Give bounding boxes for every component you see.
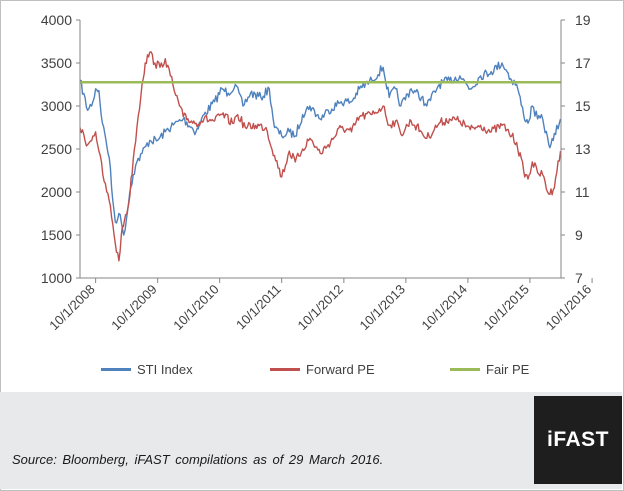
x-tick-label: 10/1/2013 <box>356 282 408 334</box>
x-tick-label: 10/1/2011 <box>233 282 284 333</box>
y-right-tick-label: 9 <box>575 227 583 243</box>
legend-label-fair-pe: Fair PE <box>486 362 530 377</box>
y-left-tick-label: 2000 <box>41 184 72 200</box>
source-note: Source: Bloomberg, iFAST compilations as… <box>12 452 384 467</box>
x-tick-label: 10/1/2008 <box>46 282 98 334</box>
series-line-sti-index <box>79 61 562 236</box>
chart-axes: 1000 1500 2000 2500 3000 3500 4000 7 9 11 13 15 17 19… <box>41 12 594 333</box>
y-left-tick-label: 4000 <box>41 12 72 28</box>
x-tick-label: 10/1/2009 <box>108 282 160 334</box>
source-footer: Source: Bloomberg, iFAST compilations as… <box>0 392 622 489</box>
y-left-tick-label: 1500 <box>41 227 72 243</box>
ifast-logo: iFAST <box>534 396 622 484</box>
legend-swatch-sti-index <box>101 368 131 371</box>
y-left-tick-label: 3000 <box>41 98 72 114</box>
legend-label-sti-index: STI Index <box>137 362 193 377</box>
x-tick-label: 10/1/2014 <box>419 282 471 334</box>
y-right-tick-label: 13 <box>575 141 591 157</box>
x-tick-label: 10/1/2010 <box>170 282 222 334</box>
y-right-tick-label: 11 <box>575 184 590 200</box>
x-tick-label: 10/1/2015 <box>481 282 533 334</box>
y-right-tick-label: 7 <box>575 270 583 286</box>
x-tick-label: 10/1/2012 <box>294 282 346 334</box>
legend-item-fair-pe: Fair PE <box>450 362 529 377</box>
chart-legend: STI Index Forward PE Fair PE <box>0 362 624 382</box>
legend-label-forward-pe: Forward PE <box>306 362 375 377</box>
series-line-forward-pe <box>79 51 562 262</box>
y-left-tick-label: 2500 <box>41 141 72 157</box>
y-right-tick-label: 15 <box>575 98 591 114</box>
y-right-tick-label: 17 <box>575 55 591 71</box>
legend-item-sti-index: STI Index <box>101 362 193 377</box>
legend-item-forward-pe: Forward PE <box>270 362 375 377</box>
x-tick-label: 10/1/2016 <box>543 282 595 334</box>
legend-swatch-fair-pe <box>450 368 480 371</box>
y-right-tick-label: 19 <box>575 12 591 28</box>
plot-lines <box>79 51 562 262</box>
line-chart: 1000 1500 2000 2500 3000 3500 4000 7 9 11 13 15 17 19… <box>41 12 594 333</box>
y-left-tick-label: 3500 <box>41 55 72 71</box>
logo-text: iFAST <box>546 428 609 451</box>
legend-swatch-forward-pe <box>270 368 300 371</box>
y-left-tick-label: 1000 <box>41 270 72 286</box>
